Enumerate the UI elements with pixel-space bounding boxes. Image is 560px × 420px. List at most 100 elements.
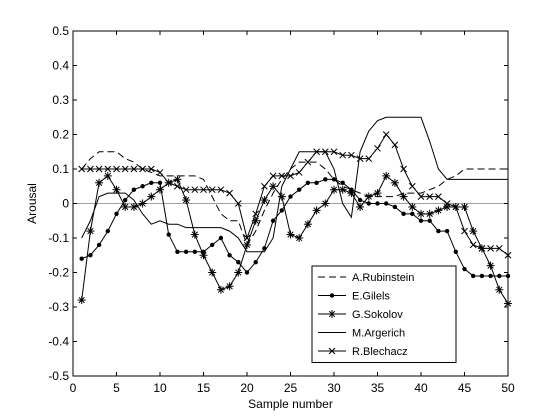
data-point-r-blechacz: [182, 186, 190, 194]
data-point-g-sokolov: [390, 178, 399, 187]
data-point-e-gilels: [357, 197, 363, 203]
data-point-e-gilels: [123, 197, 128, 203]
y-tick-label: 0.3: [52, 93, 69, 107]
series-a-rubinstein: [81, 151, 508, 247]
series-m-argerich: [81, 116, 508, 253]
data-point-e-gilels: [157, 180, 163, 185]
data-point-g-sokolov: [382, 171, 391, 180]
data-point-r-blechacz: [391, 141, 399, 149]
data-point-e-gilels: [114, 211, 119, 217]
data-point-e-gilels: [314, 180, 319, 185]
data-point-e-gilels: [375, 201, 380, 206]
data-point-e-gilels: [471, 273, 476, 279]
x-tick-label: 35: [371, 381, 385, 395]
data-point-g-sokolov: [243, 240, 251, 249]
data-point-g-sokolov: [234, 268, 243, 277]
data-point-e-gilels: [96, 242, 102, 248]
series-layer: [77, 116, 512, 308]
data-point-g-sokolov: [417, 209, 425, 218]
data-point-r-blechacz: [130, 165, 138, 173]
x-tick-label: 25: [284, 381, 298, 395]
data-point-r-blechacz: [139, 165, 146, 173]
series-g-sokolov: [77, 171, 512, 308]
data-point-e-gilels: [244, 270, 250, 275]
data-point-e-gilels: [453, 249, 458, 254]
data-point-r-blechacz: [321, 148, 329, 156]
data-point-r-blechacz: [208, 186, 216, 194]
data-point-e-gilels: [175, 249, 180, 254]
y-axis-label: Arousal: [25, 183, 39, 224]
data-point-r-blechacz: [469, 241, 477, 249]
y-tick-label: 0.4: [52, 59, 69, 73]
data-point-r-blechacz: [330, 148, 338, 156]
series-line-m-argerich: [81, 116, 508, 253]
data-point-e-gilels: [497, 273, 502, 279]
data-point-r-blechacz: [304, 158, 312, 166]
data-point-r-blechacz: [217, 186, 225, 194]
legend-label: G.Sokolov: [352, 309, 403, 321]
data-point-g-sokolov: [260, 196, 269, 205]
legend: A.Rubinstein E.Gilels G.Sokolov M.Argerich R…: [311, 265, 457, 363]
data-point-g-sokolov: [286, 230, 295, 239]
data-point-r-blechacz: [87, 165, 94, 173]
data-point-r-blechacz: [452, 203, 460, 211]
x-tick-label: 10: [153, 381, 167, 395]
data-point-e-gilels: [79, 256, 84, 261]
x-tick-label: 40: [414, 381, 428, 395]
data-point-r-blechacz: [191, 186, 199, 194]
data-point-e-gilels: [288, 194, 293, 199]
data-point-g-sokolov: [121, 202, 130, 211]
data-point-g-sokolov: [138, 199, 147, 208]
series-e-gilels: [79, 177, 511, 279]
legend-entry-g-sokolov: G.Sokolov: [318, 309, 403, 321]
y-tick-label: -0.4: [48, 335, 69, 349]
x-axis-label: Sample number: [248, 397, 333, 411]
data-point-r-blechacz: [234, 200, 242, 207]
data-point-e-gilels: [488, 273, 493, 279]
legend-marker: [328, 310, 336, 318]
data-point-r-blechacz: [121, 165, 129, 173]
legend-label: E.Gilels: [352, 291, 390, 303]
data-point-g-sokolov: [460, 202, 469, 211]
data-point-r-blechacz: [104, 165, 112, 173]
data-point-r-blechacz: [443, 200, 451, 207]
data-point-g-sokolov: [347, 189, 356, 198]
data-point-e-gilels: [436, 228, 441, 234]
data-point-r-blechacz: [426, 193, 434, 200]
y-tick-label: -0.2: [48, 266, 69, 280]
legend-label: M.Argerich: [352, 328, 405, 340]
data-point-g-sokolov: [330, 185, 338, 194]
x-tick-label: 15: [197, 381, 211, 395]
data-point-r-blechacz: [365, 155, 373, 163]
data-point-r-blechacz: [435, 193, 442, 200]
data-point-e-gilels: [192, 249, 197, 254]
data-point-g-sokolov: [112, 185, 121, 194]
data-point-r-blechacz: [461, 227, 468, 235]
x-tick-label: 0: [70, 381, 77, 395]
series-line-a-rubinstein: [81, 151, 508, 247]
x-tick-label: 45: [458, 381, 472, 395]
data-point-r-blechacz: [269, 172, 277, 180]
data-point-e-gilels: [366, 201, 371, 206]
x-tick-label: 30: [327, 381, 341, 395]
data-point-e-gilels: [297, 187, 302, 192]
y-tick-label: -0.1: [48, 231, 69, 245]
data-point-e-gilels: [444, 228, 450, 234]
data-point-r-blechacz: [147, 165, 155, 173]
data-point-e-gilels: [218, 235, 224, 241]
data-point-e-gilels: [323, 177, 328, 182]
data-point-r-blechacz: [200, 186, 207, 194]
data-point-g-sokolov: [425, 209, 434, 218]
ticks-layer: 0 5 10 15 20 25 30 35 40 45 50 -0.5 -0.4 -0.3 -0.2 -0.1…: [48, 24, 515, 395]
data-point-g-sokolov: [182, 196, 191, 205]
data-point-g-sokolov: [364, 192, 373, 201]
data-point-r-blechacz: [78, 165, 86, 173]
data-point-r-blechacz: [252, 210, 260, 218]
data-point-e-gilels: [279, 208, 284, 213]
data-point-r-blechacz: [156, 169, 164, 176]
data-point-e-gilels: [131, 187, 137, 192]
data-point-g-sokolov: [208, 268, 217, 277]
data-point-g-sokolov: [303, 220, 312, 229]
data-point-g-sokolov: [295, 234, 304, 242]
